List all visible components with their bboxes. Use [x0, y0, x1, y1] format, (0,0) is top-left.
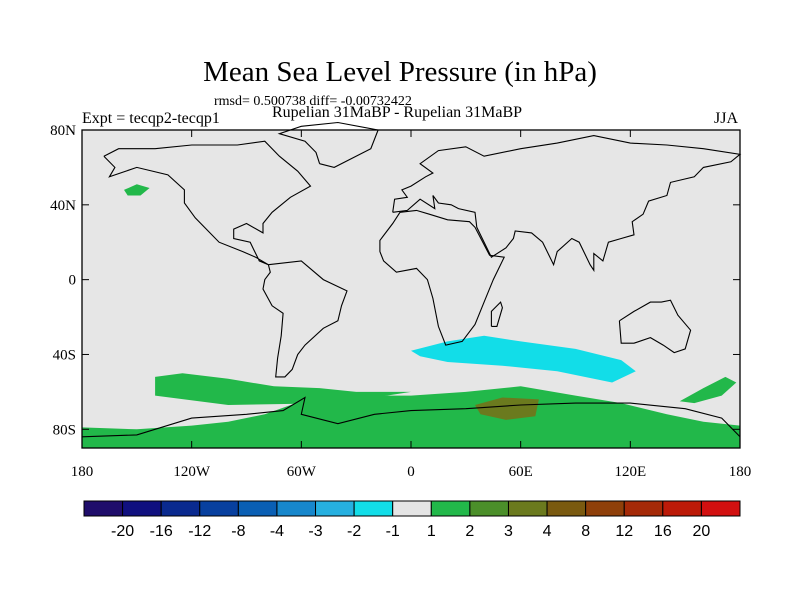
- colorbar-label-15: 20: [693, 523, 711, 540]
- y-axis: 80N 40N 0 40S 80S: [50, 123, 740, 438]
- anomaly-region-2: [124, 184, 150, 196]
- colorbar-box-1: [122, 500, 162, 517]
- anomaly-region-1: [155, 373, 411, 405]
- experiment-label: Expt = tecqp2-tecqp1: [82, 110, 220, 127]
- colorbar-box-16: [700, 500, 741, 517]
- x-tick-label-0: 180: [71, 464, 94, 480]
- colorbar-box-11: [507, 500, 548, 517]
- colorbar-label-13: 12: [615, 523, 633, 540]
- coastline-madagascar: [490, 301, 503, 327]
- colorbar-label-11: 4: [543, 523, 552, 540]
- colorbar-label-10: 3: [504, 523, 513, 540]
- x-tick-label-6: 180: [729, 464, 752, 480]
- colorbar-box-10: [469, 500, 509, 517]
- x-tick-label-3: 0: [407, 464, 415, 480]
- colorbar-box-3: [199, 500, 239, 517]
- y-tick-label-1: 40N: [50, 198, 76, 214]
- colorbar-label-4: -4: [270, 523, 284, 540]
- x-tick-label-4: 60E: [509, 464, 533, 480]
- subtitle-label: Rupelian 31MaBP - Rupelian 31MaBP: [272, 104, 523, 121]
- coastline-greenland: [277, 121, 379, 168]
- colorbar-box-2: [160, 500, 201, 517]
- anomaly-region-3: [679, 376, 737, 404]
- x-tick-label-1: 120W: [173, 464, 211, 480]
- colorbar-box-15: [662, 500, 702, 517]
- anomaly-region-5: [475, 397, 539, 420]
- colorbar-label-2: -12: [188, 523, 211, 540]
- season-label: JJA: [714, 110, 739, 127]
- coastlines: [81, 121, 742, 438]
- colorbar-box-7: [353, 500, 394, 517]
- colorbar-box-13: [585, 500, 625, 517]
- colorbar-label-0: -20: [111, 523, 134, 540]
- colorbar-box-5: [276, 500, 317, 517]
- colorbar: -20 -16 -12 -8 -4 -3 -2 -1 1 2 3 4 8 12 16 20: [83, 500, 741, 540]
- y-tick-label-2: 0: [69, 273, 77, 289]
- y-tick-label-3: 40S: [53, 347, 76, 363]
- colorbar-label-14: 16: [654, 523, 672, 540]
- colorbar-label-8: 1: [427, 523, 436, 540]
- anomaly-region-4: [411, 335, 636, 383]
- x-tick-label-2: 60W: [287, 464, 317, 480]
- colorbar-label-3: -8: [231, 523, 245, 540]
- coastline-north-america: [103, 140, 312, 266]
- x-axis: 180 120W 60W 0 60E 120E 180: [71, 130, 752, 480]
- chart-title: Mean Sea Level Pressure (in hPa): [203, 56, 597, 88]
- stats-label: rmsd= 0.500738 diff= -0.00732422: [214, 94, 412, 109]
- colorbar-box-9: [430, 500, 471, 517]
- coastline-south-america: [262, 260, 348, 378]
- x-tick-label-5: 120E: [614, 464, 646, 480]
- colorbar-label-7: -1: [386, 523, 400, 540]
- colorbar-box-6: [315, 500, 355, 517]
- coastline-australia: [618, 299, 692, 354]
- y-tick-label-0: 80N: [50, 123, 76, 139]
- colorbar-label-9: 2: [465, 523, 474, 540]
- anomaly-regions: [82, 184, 740, 448]
- coastline-africa-eurasia: [379, 209, 506, 346]
- colorbar-label-1: -16: [150, 523, 173, 540]
- colorbar-label-5: -3: [308, 523, 322, 540]
- colorbar-label-6: -2: [347, 523, 361, 540]
- coastline-eurasia: [392, 135, 742, 273]
- colorbar-box-8: [392, 500, 432, 517]
- y-tick-label-4: 80S: [53, 422, 76, 438]
- colorbar-label-12: 8: [581, 523, 590, 540]
- anomaly-region-0: [82, 386, 740, 448]
- colorbar-box-14: [623, 500, 664, 517]
- colorbar-box-0: [83, 500, 124, 517]
- colorbar-box-12: [546, 500, 587, 517]
- colorbar-box-4: [237, 500, 278, 517]
- coastline-antarctica: [81, 396, 741, 438]
